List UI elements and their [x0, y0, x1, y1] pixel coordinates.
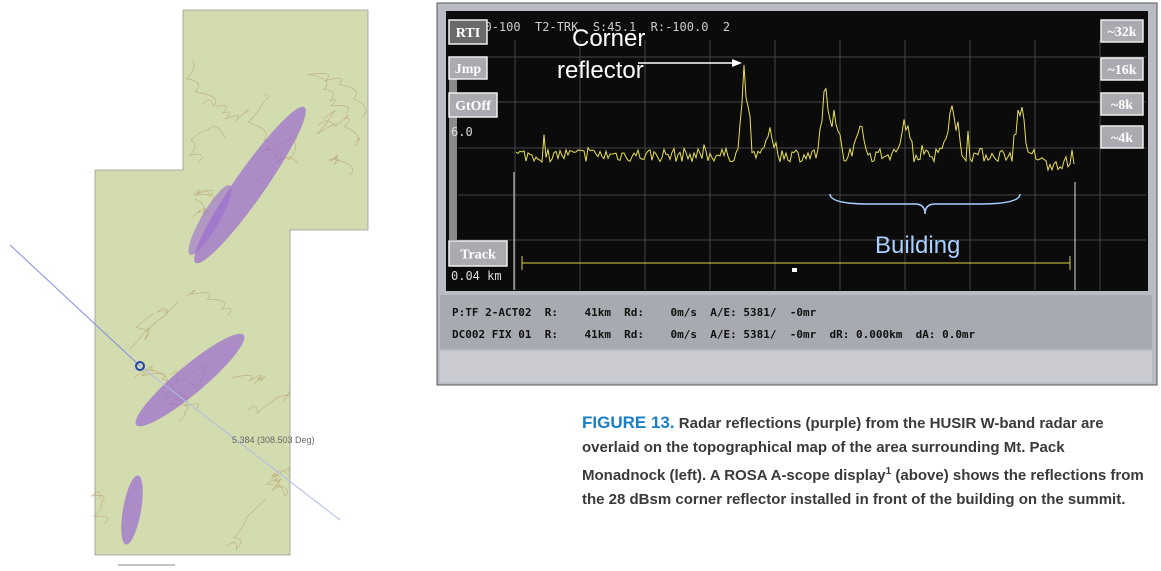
scale-label: 5.384 (308.503 Deg) [232, 435, 315, 445]
button-label: Jmp [455, 62, 482, 77]
page: 5.384 (308.503 Deg) W30-100 T2-TRK S:45.… [0, 0, 1161, 571]
button-label: ~32k [1107, 25, 1136, 40]
cursor [792, 268, 797, 272]
button-label: ~16k [1107, 63, 1136, 78]
button-label: Track [460, 248, 496, 263]
caption-label: FIGURE 13. [582, 413, 675, 432]
button-label: ~8k [1111, 98, 1133, 113]
status-line: DC002 FIX 01 R: 41km Rd: 0m/s A/E: 5381/… [452, 328, 976, 341]
annotation: Corner [572, 25, 645, 52]
caption: FIGURE 13. Radar reflections (purple) fr… [582, 411, 1147, 512]
annotation: Building [875, 232, 960, 259]
button-row [440, 351, 1152, 382]
button-label: ~4k [1111, 131, 1133, 146]
annotation: reflector [557, 57, 644, 84]
level: 6.0 [451, 125, 473, 139]
button-label: RTI [456, 26, 480, 41]
range-label: 0.04 km [451, 269, 502, 283]
status-line: P:TF 2-ACT02 R: 41km Rd: 0m/s A/E: 5381/… [452, 306, 817, 319]
topo-map: 5.384 (308.503 Deg) [10, 10, 368, 565]
map-area [95, 10, 368, 555]
radar-display: W30-100 T2-TRK S:45.1 R:-100.0 2 6.0 0.0… [437, 3, 1157, 385]
button-label: GtOff [455, 99, 491, 114]
